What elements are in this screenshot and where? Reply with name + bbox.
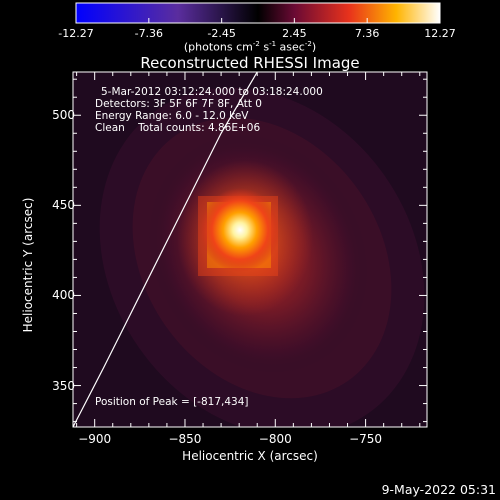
colorbar-ticks xyxy=(75,18,441,23)
colorbar xyxy=(75,2,441,24)
annotation-clean: Clean Total counts: 4.86E+06 xyxy=(95,122,261,134)
annotation-energy: Energy Range: 6.0 - 12.0 keV xyxy=(95,110,249,122)
solar-limb xyxy=(72,71,258,428)
colorbar-unit: (photons cm-2 s-1 asec-2) xyxy=(183,40,317,54)
annotation-peak: Position of Peak = [-817,434] xyxy=(95,396,249,408)
x-axis-label: Heliocentric X (arcsec) xyxy=(182,449,318,463)
y-tick-label: 450 xyxy=(52,198,75,213)
annotation-time: 5-Mar-2012 03:12:24.000 to 03:18:24.000 xyxy=(101,86,323,98)
x-tick-label: −900 xyxy=(78,432,112,446)
colorbar-tick-label: -7.36 xyxy=(134,27,164,40)
y-axis-label: Heliocentric Y (arcsec) xyxy=(21,197,35,333)
x-tick-label: −800 xyxy=(258,432,292,446)
annotation-detectors: Detectors: 3F 5F 6F 7F 8F, Att 0 xyxy=(95,98,262,110)
axis-ticks xyxy=(73,72,427,427)
x-tick-label: −750 xyxy=(349,432,383,446)
colorbar-tick-label: -12.27 xyxy=(58,27,94,40)
timestamp: 9-May-2022 05:31 xyxy=(381,482,496,497)
page-title: Reconstructed RHESSI Image xyxy=(140,54,360,72)
x-tick-label: −850 xyxy=(168,432,202,446)
y-tick-label: 350 xyxy=(52,378,75,393)
colorbar-tick-label: 12.27 xyxy=(424,27,456,40)
y-tick-label: 400 xyxy=(52,288,75,303)
colorbar-tick-label: 2.45 xyxy=(282,27,307,40)
colorbar-tick-label: -2.45 xyxy=(207,27,236,40)
plot-frame xyxy=(72,71,428,428)
colorbar-tick-label: 7.36 xyxy=(354,27,380,40)
y-tick-label: 500 xyxy=(52,108,75,123)
source-image xyxy=(99,87,425,427)
